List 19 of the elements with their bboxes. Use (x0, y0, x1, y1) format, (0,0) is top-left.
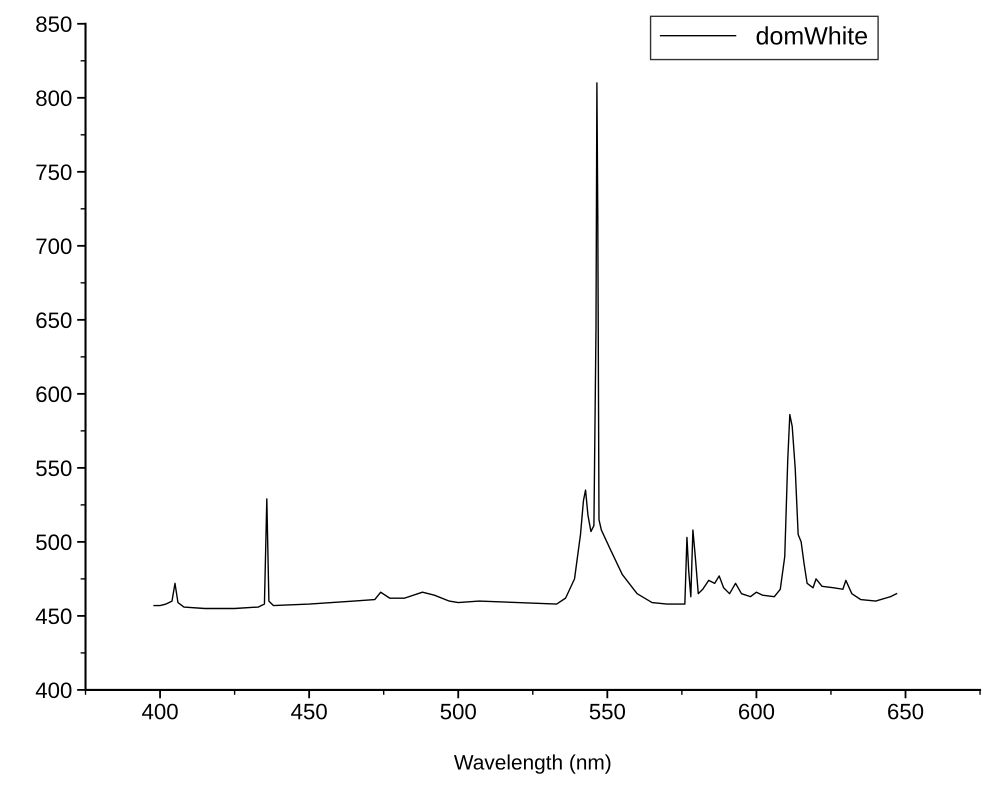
y-tick-label: 800 (36, 90, 72, 106)
y-tick-label: 750 (36, 164, 72, 180)
x-tick-label: 400 (142, 704, 178, 720)
y-tick-label: 550 (36, 460, 72, 476)
y-tick-label: 400 (36, 682, 72, 698)
x-tick-label: 450 (291, 704, 327, 720)
x-axis-title: Wavelength (nm) (454, 754, 610, 774)
y-tick-label: 600 (36, 386, 72, 402)
x-tick-label: 500 (440, 704, 476, 720)
y-tick-label: 850 (36, 16, 72, 32)
line-series (153, 82, 898, 610)
x-tick-label: 650 (888, 704, 924, 720)
x-tick-label: 600 (739, 704, 774, 720)
y-tick-label: 500 (36, 534, 72, 550)
y-tick-label: 450 (36, 608, 72, 624)
x-tick-label: 550 (590, 704, 625, 720)
y-tick-label: 700 (36, 238, 72, 254)
y-tick-label: 650 (36, 312, 72, 328)
legend-label: domWhite (756, 26, 867, 45)
